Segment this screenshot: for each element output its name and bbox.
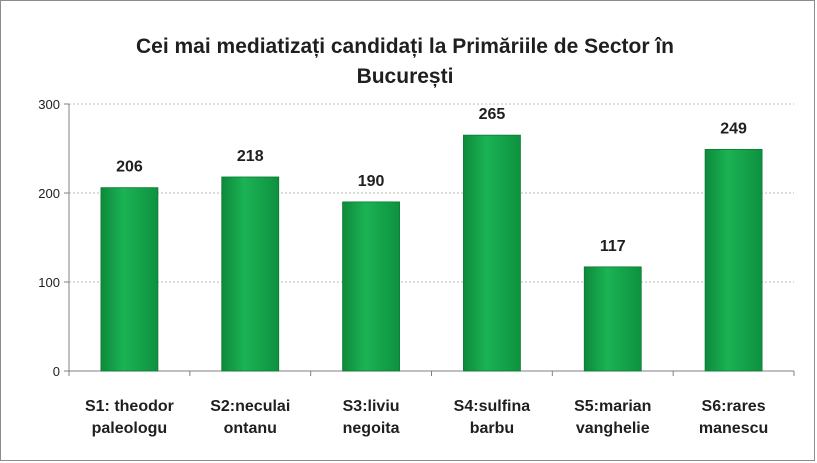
- category-label-5-line-1: S5:marian: [574, 398, 651, 415]
- data-label-1: 206: [116, 159, 143, 176]
- category-label-6-line-2: manescu: [699, 420, 768, 437]
- gridlines: [69, 103, 794, 283]
- data-label-2: 218: [237, 148, 264, 165]
- data-label-6: 249: [720, 120, 747, 137]
- bars: [100, 134, 763, 372]
- data-label-4: 265: [479, 106, 506, 123]
- bar-4: [463, 134, 521, 372]
- data-label-5: 117: [600, 238, 626, 255]
- y-tick-label-100: 100: [38, 275, 60, 290]
- chart-title: Cei mai mediatizați candidați la Primări…: [136, 35, 674, 88]
- data-label-3: 190: [358, 173, 385, 190]
- category-label-6-line-1: S6:rares: [702, 398, 766, 415]
- category-label-4-line-2: barbu: [470, 420, 514, 437]
- category-label-4-line-1: S4:sulfina: [454, 398, 531, 415]
- category-label-3-line-2: negoita: [343, 420, 400, 437]
- category-label-1-line-2: paleologu: [92, 420, 168, 437]
- chart-title-line-2: București: [357, 65, 454, 88]
- y-tick-label-0: 0: [53, 364, 60, 379]
- category-label-2-line-2: ontanu: [224, 420, 277, 437]
- bar-5: [583, 266, 642, 372]
- bar-1: [100, 187, 159, 372]
- category-label-1-line-1: S1: theodor: [85, 398, 174, 415]
- category-label-2-line-1: S2:neculai: [210, 398, 290, 415]
- category-label-3-line-1: S3:liviu: [343, 398, 400, 415]
- y-tick-label-200: 200: [38, 186, 60, 201]
- bar-3: [342, 201, 400, 372]
- labels: 206 S1: theodor paleologu 218 S2:neculai onta…: [85, 106, 768, 437]
- chart-title-line-1: Cei mai mediatizați candidați la Primări…: [136, 35, 674, 58]
- bar-6: [704, 148, 763, 372]
- category-label-5-line-2: vanghelie: [576, 420, 650, 437]
- bar-2: [221, 176, 280, 372]
- y-tick-label-300: 300: [38, 97, 60, 112]
- axes: 0 100 200 300: [38, 97, 795, 379]
